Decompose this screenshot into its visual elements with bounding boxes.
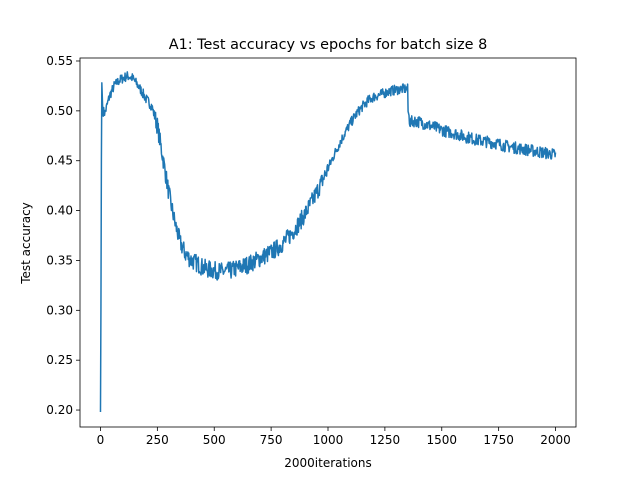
y-tick-label: 0.30 — [46, 303, 73, 317]
x-tick-label: 2000 — [540, 433, 571, 447]
x-tick-label: 250 — [146, 433, 169, 447]
x-tick-label: 1250 — [370, 433, 401, 447]
x-tick-label: 1000 — [313, 433, 344, 447]
x-tick-label: 1500 — [426, 433, 457, 447]
x-tick-label: 0 — [97, 433, 105, 447]
y-tick-label: 0.40 — [46, 204, 73, 218]
x-tick-label: 750 — [260, 433, 283, 447]
plot-area: 0 250 500 750 1000 1250 1500 1750 2000 0.20 0.25 0.… — [46, 54, 577, 447]
y-tick-label: 0.25 — [46, 353, 73, 367]
y-tick-label: 0.50 — [46, 104, 73, 118]
y-tick-label: 0.55 — [46, 54, 73, 68]
x-tick-label: 1750 — [483, 433, 514, 447]
y-tick-label: 0.35 — [46, 253, 73, 267]
x-axis-label: 2000iterations — [284, 456, 372, 470]
chart-title: A1: Test accuracy vs epochs for batch si… — [169, 37, 488, 53]
y-tick-label: 0.45 — [46, 154, 73, 168]
series-line — [99, 71, 557, 413]
x-tick-label: 500 — [203, 433, 226, 447]
y-tick-label: 0.20 — [46, 403, 73, 417]
y-axis-label: Test accuracy — [19, 202, 33, 285]
